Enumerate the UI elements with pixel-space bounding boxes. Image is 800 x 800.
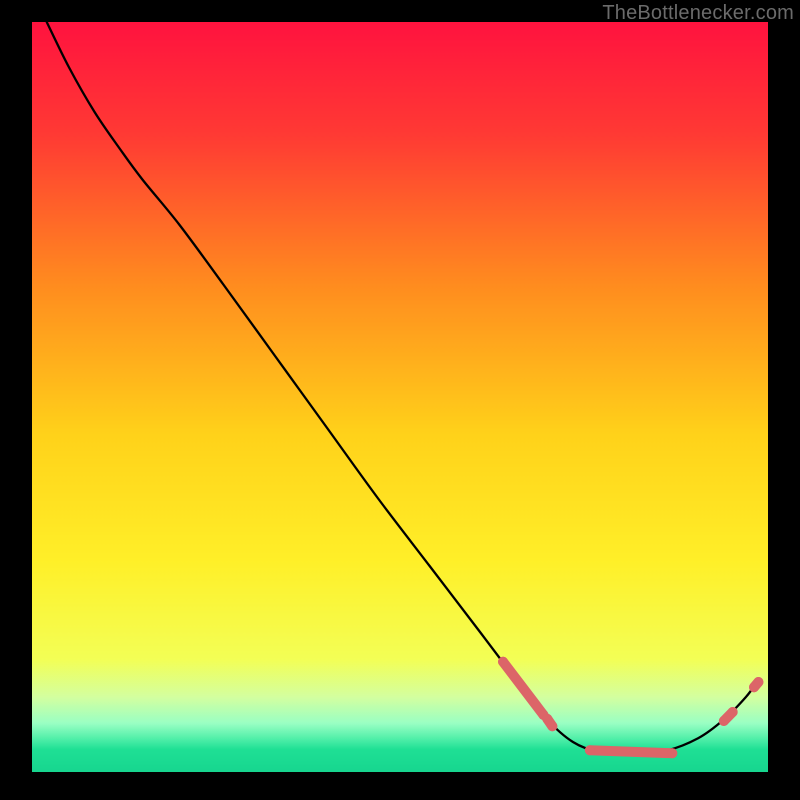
- marker-segment: [503, 662, 543, 715]
- marker-dot: [728, 707, 738, 717]
- marker-segment: [590, 750, 672, 753]
- marker-dot: [667, 748, 677, 758]
- bottleneck-curve: [47, 22, 757, 753]
- watermark-text: TheBottlenecker.com: [602, 2, 794, 25]
- marker-dot: [719, 716, 729, 726]
- marker-dot: [498, 657, 508, 667]
- marker-group: [498, 657, 763, 759]
- marker-dot: [753, 677, 763, 687]
- chart-overlay: [32, 22, 768, 772]
- marker-dot: [585, 745, 595, 755]
- marker-dot: [547, 721, 557, 731]
